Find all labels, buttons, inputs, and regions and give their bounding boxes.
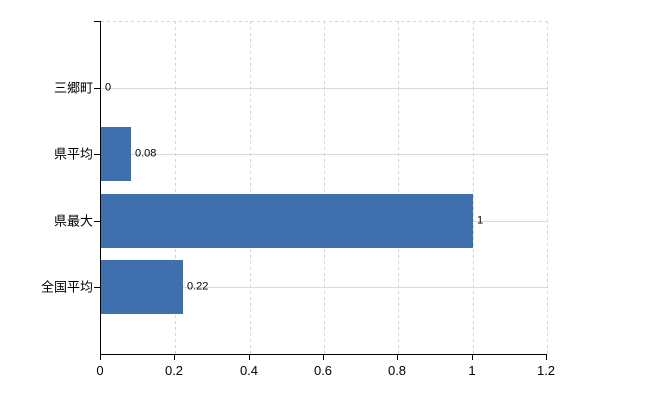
value-label: 0: [105, 81, 112, 94]
y-axis-end-tick: [94, 21, 100, 22]
value-label: 0.08: [135, 147, 157, 160]
bar-県平均: [101, 127, 131, 181]
value-label: 0.22: [187, 280, 209, 293]
bar-県最大: [101, 194, 473, 248]
category-label: 県最大: [53, 213, 93, 229]
y-axis-tick: [94, 221, 100, 222]
gridline-horizontal: [101, 287, 547, 288]
x-axis-tick-label: 0: [96, 363, 104, 378]
value-label: 1: [477, 214, 484, 227]
x-axis-tick-label: 1: [468, 363, 476, 378]
gridline-horizontal: [101, 154, 547, 155]
y-axis-tick: [94, 287, 100, 288]
gridline-vertical: [324, 21, 325, 354]
x-axis-tick-label: 1.2: [536, 363, 556, 378]
gridline-vertical: [250, 21, 251, 354]
x-axis-tick-label: 0.6: [313, 363, 333, 378]
y-axis-tick: [94, 88, 100, 89]
gridline-vertical: [473, 21, 474, 354]
x-axis-tick-label: 0.2: [164, 363, 184, 378]
x-axis-tick-label: 0.8: [387, 363, 407, 378]
gridline-vertical: [175, 21, 176, 354]
x-axis-tick-label: 0.4: [239, 363, 259, 378]
category-label: 県平均: [53, 146, 93, 162]
plot-area: 0 0.08 1 0.22: [100, 21, 548, 355]
x-axis-tick: [100, 355, 101, 360]
gridline-horizontal: [101, 88, 547, 89]
gridline-vertical: [547, 21, 548, 354]
x-axis-tick: [546, 355, 547, 360]
bar-全国平均: [101, 260, 183, 314]
y-axis-tick: [94, 154, 100, 155]
category-label: 三郷町: [53, 80, 93, 96]
x-axis-tick: [323, 355, 324, 360]
x-axis-tick: [174, 355, 175, 360]
x-axis-tick: [397, 355, 398, 360]
category-label: 全国平均: [40, 279, 93, 295]
gridline-vertical: [398, 21, 399, 354]
x-axis-tick: [249, 355, 250, 360]
x-axis-tick: [472, 355, 473, 360]
